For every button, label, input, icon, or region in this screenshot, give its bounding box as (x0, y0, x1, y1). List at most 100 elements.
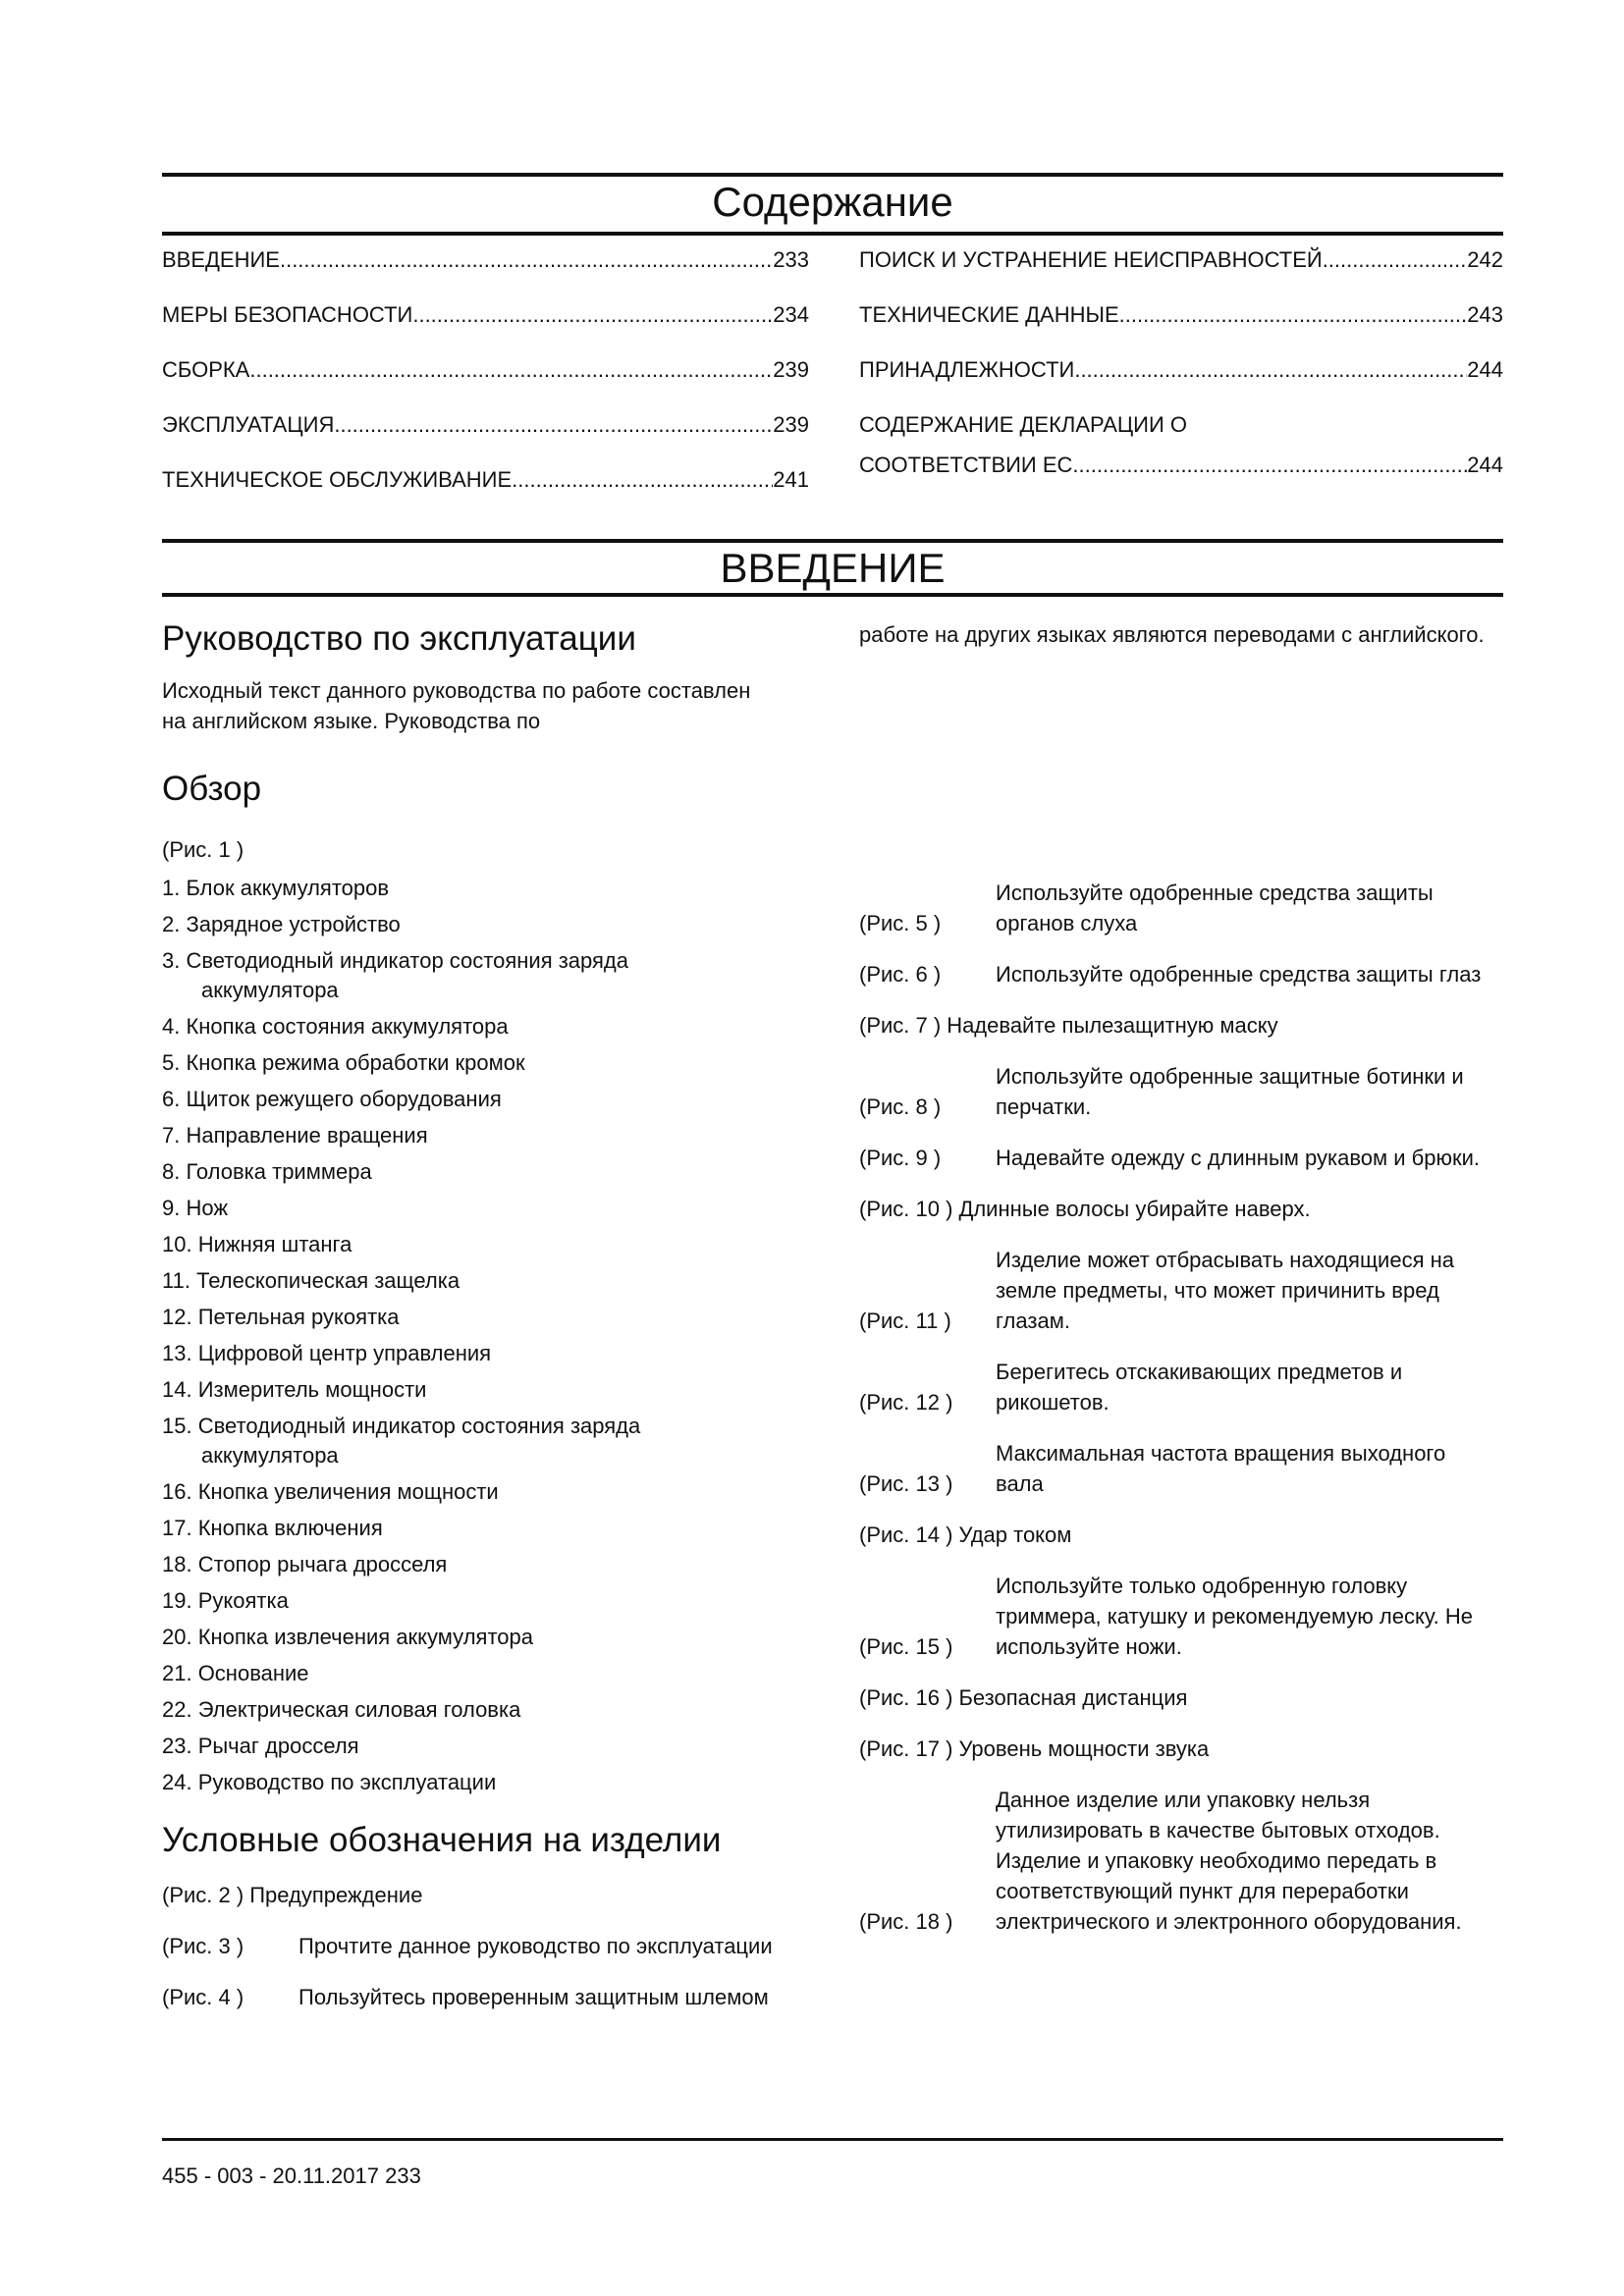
toc-entry[interactable]: ТЕХНИЧЕСКИЕ ДАННЫЕ 243 (859, 302, 1503, 357)
symbol-text: Максимальная частота вращения выходного … (996, 1441, 1446, 1496)
overview-item-text: 3. Светодиодный индикатор состояния заря… (162, 948, 629, 973)
dot-leader (280, 247, 773, 273)
toc-entry[interactable]: МЕРЫ БЕЗОПАСНОСТИ 234 (162, 302, 809, 357)
toc-entry[interactable]: ВВЕДЕНИЕ 233 (162, 247, 809, 302)
symbol-entry: (Рис. 11 ) Изделие может отбрасывать нахо… (859, 1245, 1497, 1336)
symbol-text: Данное изделие или упаковку нельзя утили… (996, 1788, 1462, 1934)
overview-heading: Обзор (162, 770, 262, 808)
overview-item: 7. Направление вращения (162, 1121, 790, 1150)
overview-item-text: 1. Блок аккумуляторов (162, 876, 390, 900)
overview-item: 22. Электрическая силовая головка (162, 1695, 790, 1725)
toc-entry-page: 243 (1467, 302, 1503, 327)
manual-text-left: Исходный текст данного руководства по ра… (162, 678, 751, 733)
symbol-fig-ref: (Рис. 14 ) (859, 1522, 953, 1547)
dot-leader (249, 357, 773, 383)
overview-item-text: 10. Нижняя штанга (162, 1232, 352, 1256)
symbol-fig-ref: (Рис. 18 ) (859, 1909, 953, 1934)
toc-entry-label: СООТВЕТСТВИИ ЕС (859, 453, 1073, 477)
toc-entry[interactable]: ПОИСК И УСТРАНЕНИЕ НЕИСПРАВНОСТЕЙ 242 (859, 247, 1503, 302)
intro-title-rule (162, 593, 1503, 597)
toc-entry[interactable]: СООТВЕТСТВИИ ЕС 244 (859, 453, 1503, 507)
overview-item: 24. Руководство по эксплуатации (162, 1768, 790, 1797)
overview-item: 21. Основание (162, 1659, 790, 1688)
intro-top-rule (162, 539, 1503, 543)
symbols-right: (Рис. 5 ) Используйте одобренные средства… (859, 878, 1497, 1957)
symbol-fig-ref: (Рис. 13 ) (859, 1471, 953, 1496)
manual-text-right: работе на других языках являются перевод… (859, 622, 1485, 647)
symbol-entry: (Рис. 5 ) Используйте одобренные средства… (859, 878, 1497, 938)
overview-item-text: 12. Петельная рукоятка (162, 1305, 400, 1329)
toc-left: ВВЕДЕНИЕ 233 МЕРЫ БЕЗОПАСНОСТИ 234 СБОРКА 239… (162, 247, 809, 522)
overview-fig-ref: (Рис. 1 ) (162, 837, 244, 862)
overview-item: 11. Телескопическая защелка (162, 1266, 790, 1296)
symbol-fig-ref: (Рис. 17 ) (859, 1736, 953, 1761)
overview-item-text: 21. Основание (162, 1661, 309, 1685)
symbol-entry: (Рис. 13 ) Максимальная частота вращения … (859, 1438, 1497, 1499)
overview-item: 8. Головка триммера (162, 1157, 790, 1187)
symbol-entry: (Рис. 9 ) Надевайте одежду с длинным рука… (859, 1143, 1497, 1173)
dot-leader (334, 412, 773, 438)
toc-entry-label: ТЕХНИЧЕСКИЕ ДАННЫЕ (859, 302, 1119, 327)
manual-heading: Руководство по эксплуатации (162, 619, 636, 658)
toc-entry[interactable]: ЭКСПЛУАТАЦИЯ 239 (162, 412, 809, 467)
toc-entry-label: СБОРКА (162, 357, 250, 382)
symbol-fig-ref: (Рис. 3 ) (162, 1934, 244, 1958)
symbol-text: Надевайте пылезащитную маску (947, 1013, 1278, 1038)
symbol-text: Удар током (958, 1522, 1072, 1547)
symbol-text: Изделие может отбрасывать находящиеся на… (996, 1248, 1454, 1333)
toc-entry-label: ВВЕДЕНИЕ (162, 247, 280, 272)
overview-item-text: 11. Телескопическая защелка (162, 1268, 460, 1293)
overview-item-text: 7. Направление вращения (162, 1123, 428, 1148)
overview-item-text-cont: аккумулятора (201, 978, 339, 1002)
overview-item-text: 9. Нож (162, 1196, 229, 1220)
overview-item-text: 23. Рычаг дросселя (162, 1734, 359, 1758)
overview-item-text: 8. Головка триммера (162, 1159, 372, 1184)
symbol-entry: (Рис. 6 ) Используйте одобренные средства… (859, 959, 1497, 989)
footer-text: 455 - 003 - 20.11.2017 233 (162, 2163, 421, 2188)
dot-leader (1072, 453, 1467, 478)
overview-item-text: 6. Щиток режущего оборудования (162, 1087, 502, 1111)
dot-leader (1323, 247, 1468, 273)
dot-leader (412, 302, 773, 328)
toc-entry[interactable]: ТЕХНИЧЕСКОЕ ОБСЛУЖИВАНИЕ 241 (162, 467, 809, 522)
toc-entry[interactable]: ПРИНАДЛЕЖНОСТИ 244 (859, 357, 1503, 412)
overview-item-text: 19. Рукоятка (162, 1588, 289, 1613)
symbol-entry: (Рис. 18 ) Данное изделие или упаковку не… (859, 1785, 1497, 1937)
symbol-entry: (Рис. 14 ) Удар током (859, 1520, 1497, 1550)
toc-entry-label: ПОИСК И УСТРАНЕНИЕ НЕИСПРАВНОСТЕЙ (859, 247, 1323, 272)
toc-entry-page: 242 (1467, 247, 1503, 272)
toc-entry-page: 233 (773, 247, 809, 272)
overview-item: 13. Цифровой центр управления (162, 1339, 790, 1368)
overview-item-text: 24. Руководство по эксплуатации (162, 1770, 497, 1794)
overview-item: 18. Стопор рычага дросселя (162, 1550, 790, 1579)
toc-entry-label: МЕРЫ БЕЗОПАСНОСТИ (162, 302, 413, 327)
overview-item: 1. Блок аккумуляторов (162, 874, 790, 903)
symbol-entry: (Рис. 3 ) Прочтите данное руководство по … (162, 1931, 790, 1961)
overview-item-text: 15. Светодиодный индикатор состояния зар… (162, 1414, 641, 1438)
symbol-text: Безопасная дистанция (958, 1685, 1188, 1710)
overview-item-text: 2. Зарядное устройство (162, 912, 401, 936)
overview-item: 4. Кнопка состояния аккумулятора (162, 1012, 790, 1041)
symbol-fig-ref: (Рис. 2 ) (162, 1883, 244, 1907)
symbol-fig-ref: (Рис. 9 ) (859, 1146, 942, 1170)
symbols-left: (Рис. 2 ) Предупреждение (Рис. 3 ) Прочтите… (162, 1880, 790, 2033)
symbol-text: Надевайте одежду с длинным рукавом и брю… (996, 1146, 1481, 1170)
symbol-entry: (Рис. 4 ) Пользуйтесь проверенным защитны… (162, 1982, 790, 2012)
toc-entry-label: ТЕХНИЧЕСКОЕ ОБСЛУЖИВАНИЕ (162, 467, 513, 492)
symbol-text: Уровень мощности звука (958, 1736, 1210, 1761)
symbol-text: Используйте одобренные средства защиты г… (996, 962, 1482, 987)
symbol-fig-ref: (Рис. 6 ) (859, 962, 942, 987)
overview-item: 15. Светодиодный индикатор состояния зар… (162, 1412, 790, 1470)
toc-entry[interactable]: СБОРКА 239 (162, 357, 809, 412)
symbol-text: Длинные волосы убирайте наверх. (958, 1197, 1311, 1221)
overview-item-text: 5. Кнопка режима обработки кромок (162, 1050, 525, 1075)
toc-entry-page: 244 (1467, 357, 1503, 382)
overview-item-text: 4. Кнопка состояния аккумулятора (162, 1014, 509, 1039)
overview-item: 17. Кнопка включения (162, 1514, 790, 1543)
symbol-fig-ref: (Рис. 10 ) (859, 1197, 953, 1221)
overview-item-text: 16. Кнопка увеличения мощности (162, 1479, 499, 1504)
toc-entry-page: 241 (773, 467, 809, 492)
symbol-fig-ref: (Рис. 7 ) (859, 1013, 942, 1038)
overview-item-text: 17. Кнопка включения (162, 1516, 383, 1540)
dot-leader (1119, 302, 1468, 328)
